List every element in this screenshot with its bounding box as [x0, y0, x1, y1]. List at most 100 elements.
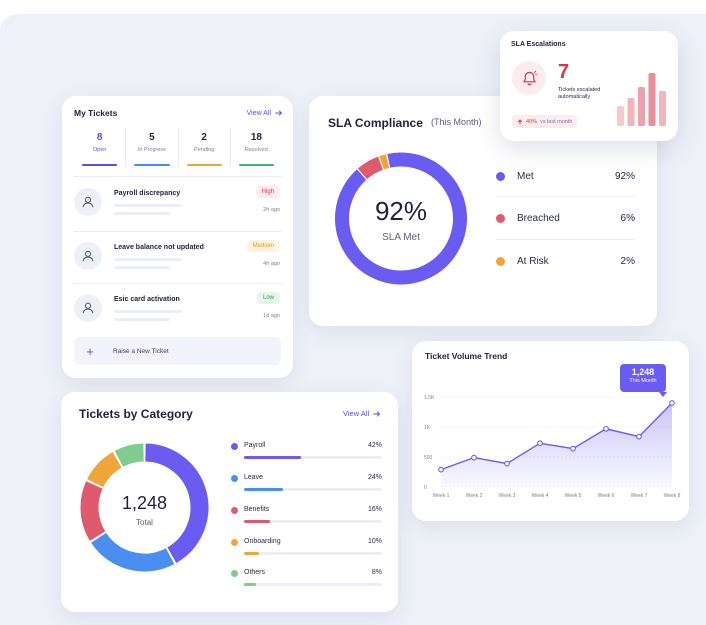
category-dot [231, 475, 238, 482]
trend-badge: 40% vs last month [512, 115, 578, 128]
sla-escalations-title: SLA Escalations [511, 41, 566, 48]
raise-ticket-label: Raise a New Ticket [113, 347, 169, 355]
trend-value: 40% [526, 118, 538, 125]
tooltip-tail [659, 392, 667, 397]
category-dot [231, 570, 238, 577]
stat-label: Pending [194, 147, 215, 153]
stat-label: Open [92, 147, 107, 153]
mini-bar [659, 91, 666, 126]
y-tick-label: 0 [424, 485, 427, 491]
bell-badge [512, 61, 546, 95]
y-tick-label: 1K [424, 425, 431, 431]
category-row-onboarding: Onboarding 10% [231, 537, 382, 559]
stat-label: Resolved [244, 147, 268, 153]
data-point[interactable] [504, 460, 510, 467]
stat-value: 8 [96, 132, 103, 143]
avatar [74, 242, 102, 270]
legend-breached: Breached 6% [496, 207, 635, 229]
stat-pending[interactable]: 2 Pending [179, 128, 231, 166]
data-point[interactable] [438, 466, 444, 473]
placeholder-line [114, 212, 170, 215]
area-fill [441, 403, 672, 487]
category-segment-leave [91, 532, 175, 572]
view-all-label: View All [343, 409, 370, 418]
bell-icon [522, 70, 537, 85]
category-row-leave: Leave 24% [231, 473, 382, 495]
divider [496, 239, 635, 240]
stat-value: 18 [250, 132, 262, 143]
category-dot [231, 539, 238, 546]
placeholder-line [114, 318, 170, 321]
my-tickets-card: My Tickets View All 8 Open 5 In Progress… [62, 96, 293, 378]
ticket-title: Leave balance not updated [114, 244, 204, 251]
avatar [74, 294, 102, 322]
category-bar-track [244, 520, 382, 523]
priority-badge: High [255, 186, 280, 198]
data-point[interactable] [636, 433, 642, 440]
y-tick-label: 1.5K [424, 395, 435, 401]
category-segment-others [114, 443, 145, 467]
tooltip-value: 1,248 [631, 367, 655, 377]
category-donut-chart: 1,248 Total [79, 440, 210, 575]
escalation-label: Tickets escalated automatically [558, 87, 601, 101]
ticket-time: 1d ago [263, 313, 280, 319]
mini-bar [617, 106, 624, 126]
data-point[interactable] [471, 454, 477, 461]
ticket-title: Payroll discrepancy [114, 190, 181, 197]
ticket-item[interactable]: Payroll discrepancy High 2h ago [74, 184, 282, 228]
sla-segment-breached [357, 156, 384, 180]
legend-dot [496, 213, 505, 223]
category-bar-fill [244, 456, 301, 459]
stat-bar [82, 163, 118, 166]
category-total-label: Total [136, 518, 153, 527]
stat-resolved[interactable]: 18 Resolved [231, 128, 282, 166]
mini-bar [627, 98, 635, 126]
ticket-item[interactable]: Leave balance not updated Medium 4h ago [74, 238, 282, 282]
x-tick-label: Week 1 [433, 493, 450, 499]
category-bar-track [244, 583, 382, 586]
stat-bar [186, 163, 222, 166]
category-total-value: 1,248 [121, 493, 168, 513]
arrow-right-icon [373, 411, 381, 416]
data-point[interactable] [603, 425, 609, 432]
trend-line [440, 402, 673, 471]
category-percent: 8% [371, 569, 382, 576]
divider [74, 231, 282, 232]
ticket-item[interactable]: Esic card activation Low 1d ago [74, 290, 282, 334]
data-point[interactable] [570, 445, 576, 452]
legend-name: Met [517, 170, 534, 182]
category-name: Leave [244, 474, 264, 481]
y-tick-label: 500 [424, 455, 433, 461]
my-tickets-view-all-link[interactable]: View All [247, 109, 283, 117]
data-point[interactable] [537, 440, 543, 447]
sla-segment-at-risk [379, 154, 390, 170]
sla-compliance-title: SLA Compliance [328, 116, 423, 130]
placeholder-line [114, 258, 182, 261]
x-tick-label: Week 3 [499, 493, 516, 499]
category-percent: 10% [367, 538, 382, 545]
ticket-title: Esic card activation [114, 296, 180, 303]
sla-center-label: SLA Met [382, 232, 420, 243]
category-bar-fill [244, 583, 257, 586]
ticket-time: 2h ago [263, 207, 280, 213]
arrow-right-icon [275, 110, 283, 116]
category-bar-fill [244, 488, 283, 491]
sla-center-value: 92% [374, 196, 428, 226]
legend-met: Met 92% [496, 165, 635, 187]
category-dot [231, 443, 238, 450]
stat-value: 5 [149, 132, 155, 143]
category-row-payroll: Payroll 42% [231, 441, 382, 463]
raise-ticket-button[interactable]: + Raise a New Ticket [74, 337, 281, 365]
category-bar-fill [244, 552, 260, 555]
category-percent: 24% [367, 474, 382, 481]
data-point[interactable] [669, 400, 675, 406]
escalation-count: 7 [558, 61, 570, 83]
category-bar-fill [244, 520, 271, 523]
legend-name: Breached [517, 212, 560, 224]
category-view-all-link[interactable]: View All [343, 409, 381, 418]
category-row-others: Others 8% [231, 568, 382, 590]
legend-value: 92% [614, 170, 635, 182]
ticket-volume-chart: 0 500 1K 1.5K Week 1 Week 2 Week 3 Week 4 Week 5… [424, 395, 681, 499]
stat-in-progress[interactable]: 5 In Progress [126, 128, 179, 166]
stat-open[interactable]: 8 Open [74, 128, 127, 166]
